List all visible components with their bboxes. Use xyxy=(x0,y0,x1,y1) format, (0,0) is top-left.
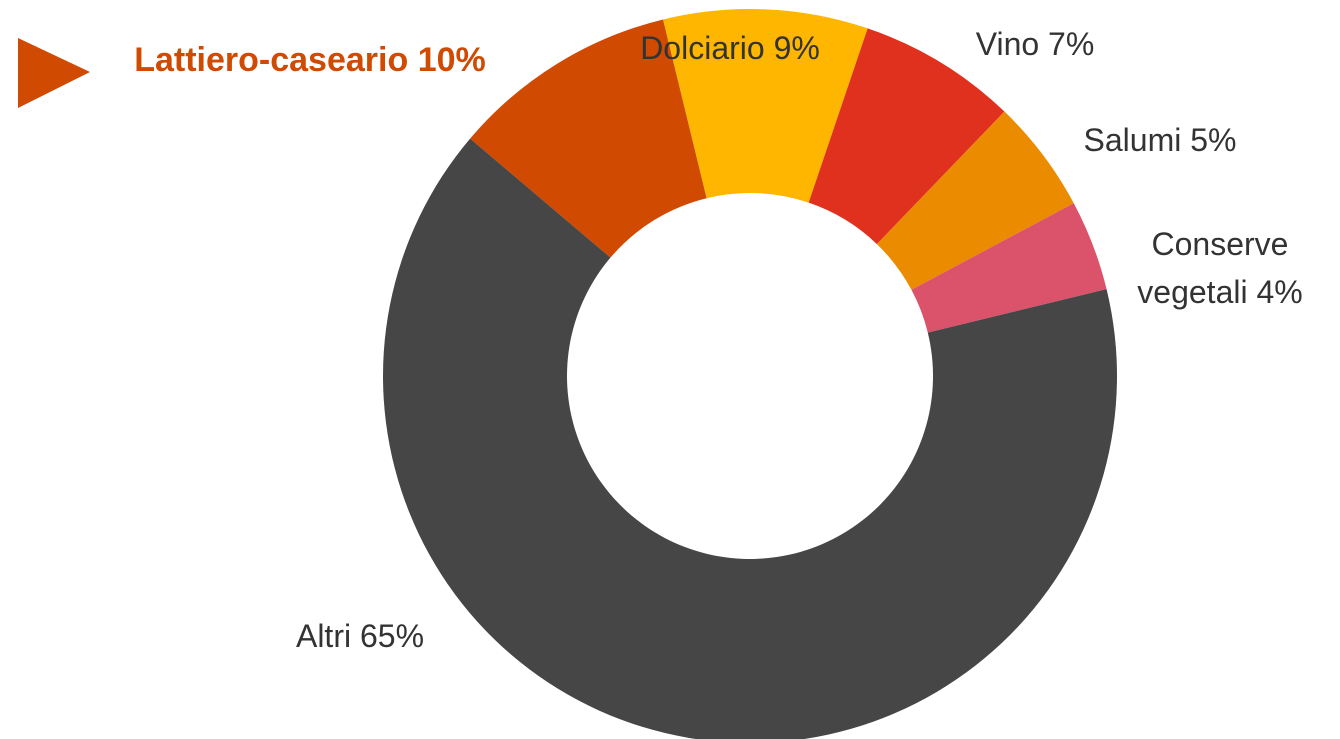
category-label: Lattiero-caseario xyxy=(134,41,409,79)
data-label: Salumi 5% xyxy=(1040,116,1280,164)
value-label: 10% xyxy=(417,41,486,79)
donut-segment xyxy=(911,203,1107,333)
donut-segment xyxy=(808,28,1005,245)
donut-segment xyxy=(663,9,868,203)
donut-segment xyxy=(383,138,1117,739)
data-label: Vino 7% xyxy=(920,20,1150,68)
value-label: 65% xyxy=(359,618,425,654)
data-label: Altri 65% xyxy=(230,612,490,660)
value-label: 7% xyxy=(1048,26,1095,62)
data-label: Dolciario 9% xyxy=(640,24,820,72)
data-label: Conserve vegetali 4% xyxy=(1130,220,1310,316)
value-label: 9% xyxy=(773,30,820,66)
category-label: Vino xyxy=(975,26,1040,62)
category-label: Salumi xyxy=(1083,122,1182,158)
category-label: Altri xyxy=(295,618,352,654)
donut-segment xyxy=(876,111,1074,290)
value-label: 5% xyxy=(1190,122,1237,158)
category-label: Dolciario xyxy=(640,30,765,66)
donut-segment xyxy=(470,19,707,258)
data-label: Lattiero-caseario 10% xyxy=(110,36,510,84)
category-label: Conserve vegetali xyxy=(1137,226,1289,310)
value-label: 4% xyxy=(1256,274,1303,310)
highlight-marker xyxy=(18,38,90,108)
